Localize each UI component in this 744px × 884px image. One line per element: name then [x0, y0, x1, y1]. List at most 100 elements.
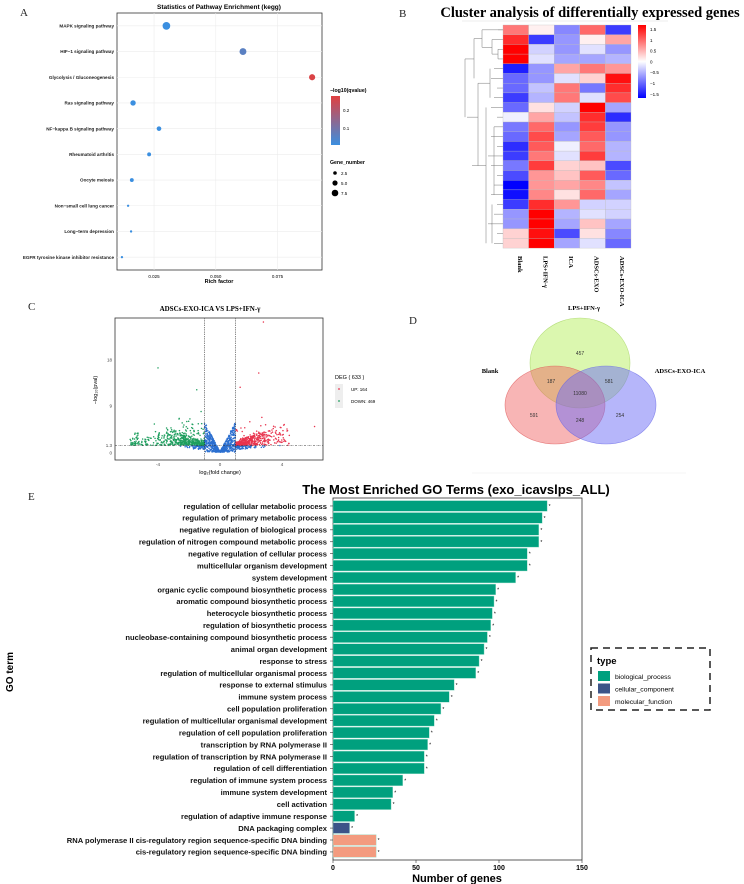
volcano-point-ns — [216, 447, 218, 450]
volcano-point-up — [260, 437, 262, 439]
go-bar-annotation: * — [436, 719, 438, 725]
volcano-point-ns — [188, 446, 191, 449]
row-dendrogram — [464, 29, 503, 244]
go-bar-annotation: * — [540, 528, 542, 534]
volcano-point-ns — [245, 447, 248, 450]
heatmap-cell — [554, 131, 580, 142]
volcano-point-down — [186, 420, 188, 423]
volcano-point-down — [199, 434, 201, 437]
volcano-point-ns — [209, 439, 211, 442]
volcano-point-down — [190, 432, 192, 434]
volcano-point-down — [166, 437, 169, 440]
volcano-point-down — [141, 438, 144, 440]
volcano-point-ns — [229, 442, 231, 445]
volcano-point-down — [173, 430, 176, 433]
volcano-point-down — [145, 438, 147, 441]
go-bar — [332, 727, 430, 739]
volcano-point-up — [277, 436, 280, 439]
volcano-point-ns — [206, 439, 208, 442]
heatmap-cell — [528, 189, 555, 200]
volcano-point-up — [258, 431, 260, 433]
go-bar — [332, 607, 493, 619]
volcano-point-up — [280, 441, 282, 444]
volcano-point-up — [265, 436, 268, 438]
volcano-ylabel: −log₁₀(pval) — [93, 376, 99, 405]
venn-count: 248 — [576, 418, 585, 424]
heatmap-column-label: LPS+IFN-γ — [541, 256, 548, 288]
volcano-point-ns — [227, 451, 229, 453]
go-category-label: regulation of multicellular organismal d… — [143, 717, 328, 726]
volcano-point-ns — [184, 445, 186, 448]
go-category-label: multicellular organism development — [197, 561, 327, 570]
volcano-point-up — [249, 421, 251, 423]
volcano-point-ns — [226, 438, 229, 441]
volcano-point-up — [275, 432, 277, 435]
volcano-point-down — [137, 441, 140, 444]
type-legend-label: biological_process — [615, 674, 672, 681]
venn-count: 591 — [530, 413, 539, 419]
kegg-xlabel: Rich factor — [205, 279, 235, 285]
volcano-point-ns — [195, 445, 198, 448]
volcano-point-ns — [232, 445, 235, 447]
volcano-point-up — [270, 435, 273, 438]
go-bar-annotation: * — [529, 552, 531, 558]
volcano-point-up — [274, 426, 276, 428]
heatmap-cell — [579, 121, 606, 132]
volcano-point-up — [276, 441, 279, 443]
volcano-point-down — [159, 438, 161, 441]
heatmap-scale-label: 0 — [650, 59, 653, 64]
volcano-point-down — [169, 438, 171, 440]
volcano-point-up — [259, 442, 262, 444]
heatmap-cell — [502, 238, 529, 249]
volcano-point-down — [166, 440, 168, 442]
volcano-point-ns — [228, 439, 231, 441]
volcano-point-down — [177, 437, 180, 440]
volcano-point-up — [267, 434, 269, 437]
heatmap-cell — [554, 44, 580, 55]
volcano-point-up — [261, 416, 263, 419]
heatmap-cell — [502, 53, 529, 64]
volcano-point-down — [197, 422, 200, 425]
heatmap-cell — [579, 170, 606, 181]
volcano-point-down — [185, 426, 188, 428]
go-bar — [332, 667, 476, 679]
volcano-point-ns — [206, 432, 208, 434]
volcano-point-ns — [211, 447, 214, 449]
volcano-point-up — [253, 443, 255, 446]
volcano-point-down — [172, 438, 175, 441]
go-bar-annotation: * — [456, 683, 458, 689]
volcano-point-down — [196, 389, 198, 391]
volcano-point-down — [166, 429, 169, 431]
volcano-point-ns — [224, 447, 227, 449]
volcano-point-down — [184, 432, 186, 434]
volcano-point-up — [279, 432, 281, 435]
volcano-xlabel: log₂(fold change) — [199, 470, 241, 476]
type-legend-title: type — [597, 656, 617, 667]
volcano-point-ns — [198, 447, 201, 450]
go-bar-annotation: * — [431, 731, 433, 737]
go-bar-annotation: * — [544, 516, 546, 522]
volcano-point-ns — [236, 445, 238, 448]
size-legend-dot — [332, 180, 338, 186]
volcano-point-up — [286, 428, 288, 430]
volcano-point-down — [130, 444, 132, 446]
cluster-heatmap: Cluster analysis of differentially expre… — [440, 5, 740, 307]
volcano-point-down — [144, 441, 147, 443]
volcano-point-up — [284, 440, 287, 443]
heatmap-cell — [528, 131, 555, 142]
volcano-point-ns — [226, 447, 229, 450]
volcano-point-down — [163, 434, 166, 436]
go-bar-chart: The Most Enriched GO Terms (exo_icavslps… — [5, 482, 711, 884]
heatmap-cell — [502, 92, 529, 103]
heatmap-cell — [579, 112, 606, 123]
volcano-point-down — [178, 418, 180, 420]
volcano-point-ns — [222, 445, 224, 448]
volcano-point-ns — [233, 434, 235, 436]
venn-label-lps: LPS+IFN-γ — [568, 305, 600, 312]
volcano-point-ns — [230, 436, 232, 439]
kegg-xtick-label: 0.025 — [148, 274, 160, 279]
volcano-point-ns — [235, 446, 237, 448]
volcano-point-ns — [233, 424, 236, 426]
volcano-point-ns — [231, 431, 234, 434]
go-category-label: animal organ development — [231, 645, 328, 654]
